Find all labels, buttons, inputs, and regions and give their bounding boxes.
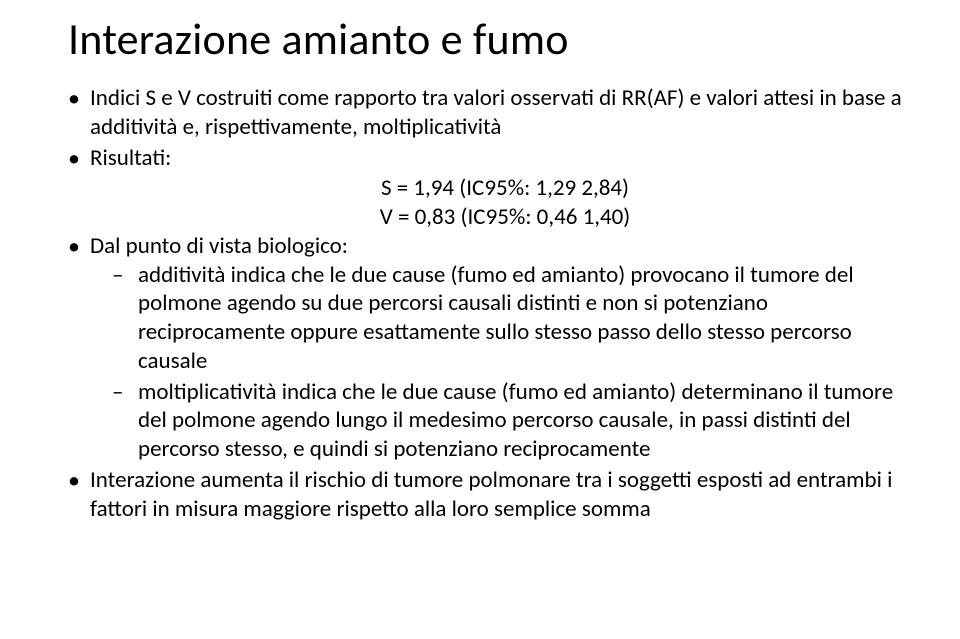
slide: Interazione amianto e fumo Indici S e V … — [0, 0, 960, 639]
sub-additivita: additività indica che le due cause (fumo… — [112, 261, 920, 376]
sub-bullet-list: additività indica che le due cause (fumo… — [112, 261, 920, 464]
sub-moltiplicativita: moltiplicatività indica che le due cause… — [112, 378, 920, 464]
bullet-biologico-text: Dal punto di vista biologico: — [90, 232, 348, 260]
bullet-list: Indici S e V costruiti come rapporto tra… — [68, 84, 920, 172]
bullet-biologico: Dal punto di vista biologico: additività… — [68, 232, 920, 464]
result-s: S = 1,94 (IC95%: 1,29 2,84) — [90, 174, 920, 203]
bullet-list-2: Dal punto di vista biologico: additività… — [68, 232, 920, 524]
slide-title: Interazione amianto e fumo — [68, 12, 920, 66]
result-v: V = 0,83 (IC95%: 0,46 1,40) — [90, 203, 920, 232]
bullet-risultati: Risultati: — [68, 144, 920, 173]
bullet-indices: Indici S e V costruiti come rapporto tra… — [68, 84, 920, 142]
bullet-interazione: Interazione aumenta il rischio di tumore… — [68, 466, 920, 524]
